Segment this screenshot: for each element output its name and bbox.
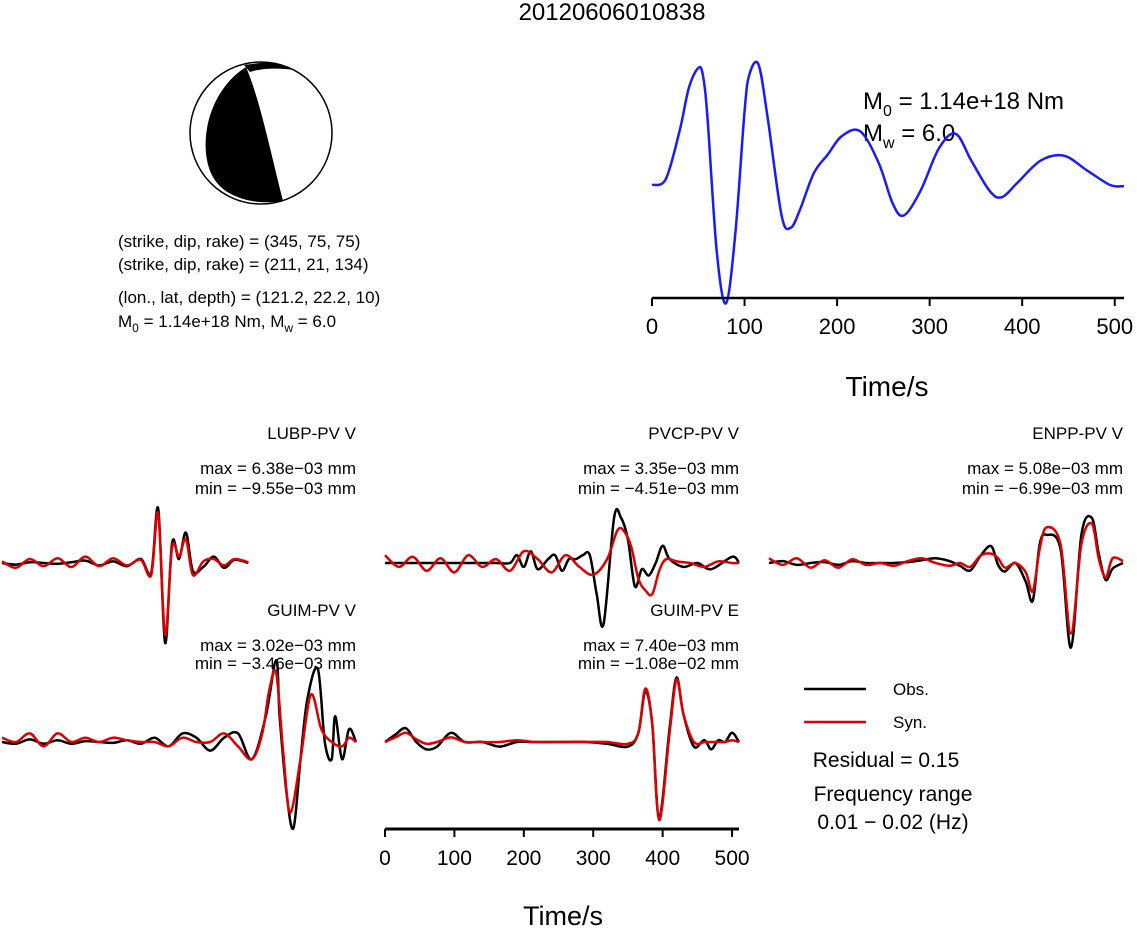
stf-tick-label: 200: [819, 314, 856, 339]
panel-pvcp-pv-v-syn-line: [384, 526, 740, 597]
panel-lubp-pv-v-obs-line: [1, 506, 249, 645]
legend: Obs. Syn. Residual = 0.15 Frequency rang…: [804, 680, 972, 834]
beachball: [189, 61, 333, 205]
panel-pvcp-pv-v-obs-line: [384, 507, 740, 628]
panel-enpp-pv-v-min-label: min = −6.99e−03 mm: [962, 479, 1123, 498]
panel-guim-pv-e-tick-label: 300: [576, 847, 611, 870]
panel-lubp-pv-v-min-label: min = −9.55e−03 mm: [195, 479, 356, 498]
moment-magnitude-summary: M0 = 1.14e+18 Nm, Mw = 6.0: [118, 312, 336, 335]
stf-tick-label: 300: [911, 314, 948, 339]
event-location: (lon., lat, depth) = (121.2, 22.2, 10): [118, 288, 380, 307]
panel-pvcp-pv-v-min-label: min = −4.51e−03 mm: [578, 479, 739, 498]
panel-enpp-pv-v-max-label: max = 5.08e−03 mm: [967, 459, 1123, 478]
panel-guim-pv-v-max-label: max = 3.02e−03 mm: [200, 636, 356, 655]
panel-guim-pv-e-tick-label: 200: [506, 847, 541, 870]
panel-lubp-pv-v-max-label: max = 6.38e−03 mm: [200, 459, 356, 478]
panel-guim-pv-e-tick-label: 500: [715, 847, 750, 870]
panel-guim-pv-e-obs-line: [384, 676, 741, 819]
panel-guim-pv-e-tick-label: 400: [645, 847, 680, 870]
panel-guim-pv-e-min-label: min = −1.08e−02 mm: [578, 654, 739, 673]
figure-title: 20120606010838: [519, 0, 706, 26]
panel-guim-pv-e-x-axis: 0 100 200 300 400 500 Time/s: [379, 827, 750, 928]
nodal-plane-1: (strike, dip, rake) = (345, 75, 75): [118, 232, 360, 251]
panel-guim-pv-v-syn-line: [1, 669, 357, 814]
panel-guim-pv-e-axis-title: Time/s: [523, 901, 603, 928]
stf-m0-label: M0 = 1.14e+18 Nm: [863, 88, 1064, 120]
stf-tick-label: 100: [726, 314, 763, 339]
panel-guim-pv-v-obs-line: [1, 659, 358, 831]
stf-tick-label: 0: [646, 314, 658, 339]
stf-tick-label: 500: [1096, 314, 1133, 339]
stf-axis-title: Time/s: [846, 371, 929, 402]
panel-guim-pv-v-station-label: GUIM-PV V: [267, 601, 356, 620]
beachball-compressional-cap: [244, 62, 294, 72]
stf-annotation: M0 = 1.14e+18 Nm Mw = 6.0: [863, 88, 1064, 152]
panel-guim-pv-e-tick-label: 0: [379, 847, 391, 870]
legend-obs-label: Obs.: [893, 680, 929, 699]
panel-guim-pv-e-station-label: GUIM-PV E: [650, 601, 739, 620]
legend-syn-label: Syn.: [893, 713, 927, 732]
panel-guim-pv-e-tick-label: 100: [437, 847, 472, 870]
panel-pvcp-pv-v-station-label: PVCP-PV V: [648, 424, 739, 443]
stf-x-axis: 0 100 200 300 400 500 Time/s: [646, 296, 1133, 402]
panel-enpp-pv-v-syn-line: [768, 521, 1124, 635]
residual-text: Residual = 0.15: [813, 749, 960, 772]
panel-lubp-pv-v-syn-line: [1, 511, 249, 637]
nodal-plane-2: (strike, dip, rake) = (211, 21, 134): [118, 255, 369, 274]
frequency-range-value: 0.01 − 0.02 (Hz): [817, 811, 968, 834]
panel-enpp-pv-v-station-label: ENPP-PV V: [1032, 424, 1123, 443]
frequency-range-title: Frequency range: [814, 783, 973, 806]
panel-pvcp-pv-v-max-label: max = 3.35e−03 mm: [583, 459, 739, 478]
panel-guim-pv-v-min-label: min = −3.46e−03 mm: [195, 654, 356, 673]
panel-lubp-pv-v-station-label: LUBP-PV V: [267, 424, 356, 443]
stf-mw-label: Mw = 6.0: [863, 120, 955, 152]
panel-guim-pv-e-max-label: max = 7.40e−03 mm: [583, 636, 739, 655]
stf-tick-label: 400: [1004, 314, 1041, 339]
beachball-compressional-lobe: [205, 67, 283, 203]
mechanism-info: (strike, dip, rake) = (345, 75, 75) (str…: [118, 232, 380, 335]
stf-line: [651, 60, 1125, 305]
panel-guim-pv-e-syn-line: [384, 678, 740, 822]
